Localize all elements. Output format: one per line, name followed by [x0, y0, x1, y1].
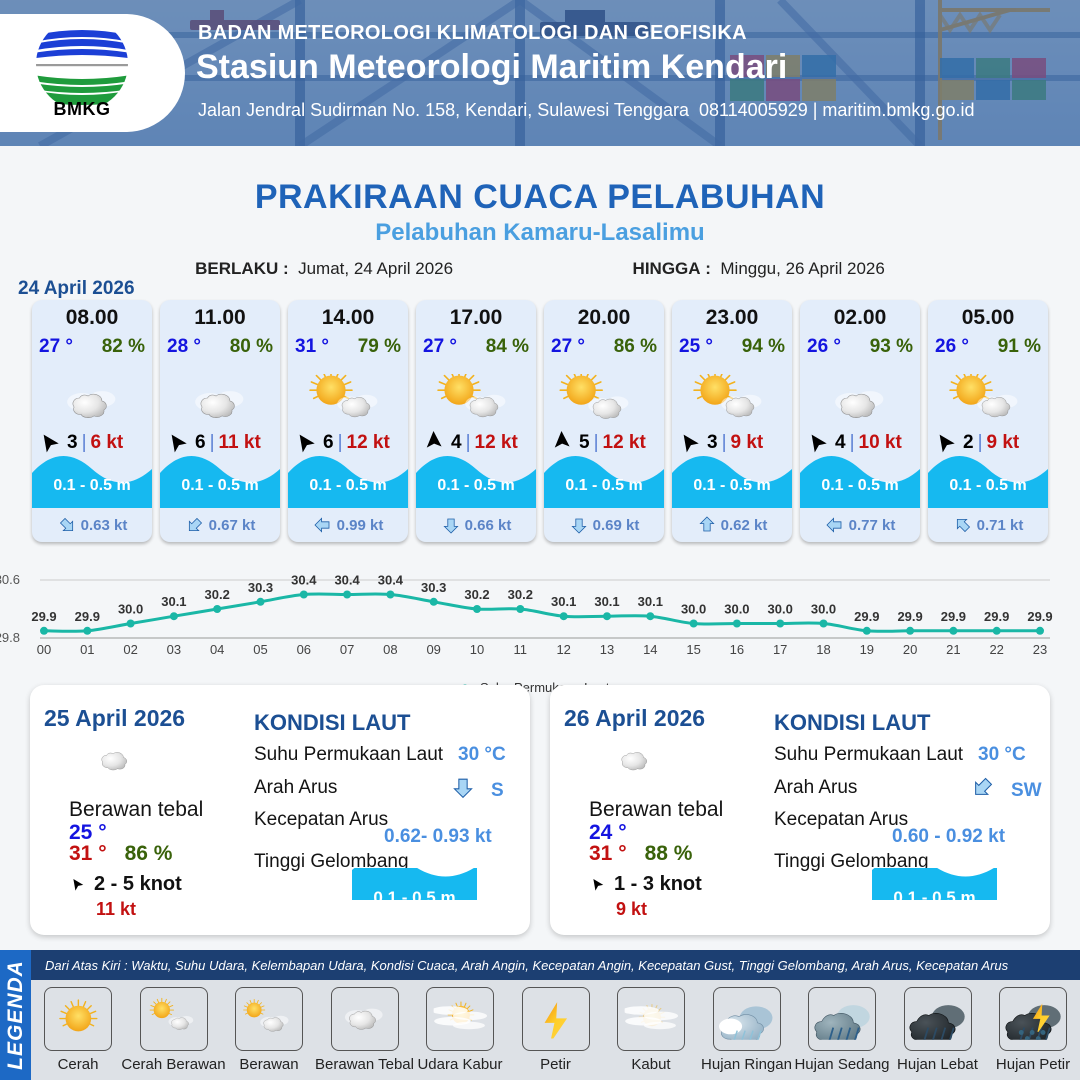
svg-text:08: 08	[383, 642, 397, 657]
svg-text:30.0: 30.0	[681, 602, 706, 617]
svg-text:16: 16	[730, 642, 744, 657]
svg-text:29.9: 29.9	[31, 609, 56, 624]
svg-text:29.9: 29.9	[75, 609, 100, 624]
svg-text:29.9: 29.9	[941, 609, 966, 624]
svg-text:22: 22	[989, 642, 1003, 657]
svg-text:04: 04	[210, 642, 224, 657]
svg-text:09: 09	[426, 642, 440, 657]
svg-text:07: 07	[340, 642, 354, 657]
svg-text:30.2: 30.2	[205, 587, 230, 602]
svg-text:BMKG: BMKG	[54, 99, 111, 118]
svg-text:14: 14	[643, 642, 657, 657]
svg-text:30.2: 30.2	[464, 587, 489, 602]
svg-text:30.2: 30.2	[508, 587, 533, 602]
svg-text:19: 19	[860, 642, 874, 657]
svg-text:30.1: 30.1	[551, 594, 576, 609]
svg-text:30.6: 30.6	[0, 572, 20, 587]
svg-text:30.0: 30.0	[768, 602, 793, 617]
svg-text:10: 10	[470, 642, 484, 657]
svg-text:30.4: 30.4	[291, 573, 317, 588]
svg-text:15: 15	[686, 642, 700, 657]
svg-text:18: 18	[816, 642, 830, 657]
svg-text:30.0: 30.0	[811, 602, 836, 617]
svg-text:30.1: 30.1	[638, 594, 663, 609]
svg-text:20: 20	[903, 642, 917, 657]
svg-text:29.8: 29.8	[0, 630, 20, 645]
svg-text:29.9: 29.9	[897, 609, 922, 624]
svg-text:00: 00	[37, 642, 51, 657]
svg-text:13: 13	[600, 642, 614, 657]
svg-text:30.1: 30.1	[161, 594, 186, 609]
svg-text:29.9: 29.9	[854, 609, 879, 624]
svg-text:06: 06	[297, 642, 311, 657]
svg-text:05: 05	[253, 642, 267, 657]
svg-text:30.0: 30.0	[724, 602, 749, 617]
svg-text:17: 17	[773, 642, 787, 657]
svg-text:30.3: 30.3	[248, 580, 273, 595]
svg-text:21: 21	[946, 642, 960, 657]
svg-text:30.4: 30.4	[334, 573, 360, 588]
svg-text:12: 12	[556, 642, 570, 657]
svg-text:29.9: 29.9	[984, 609, 1009, 624]
svg-text:23: 23	[1033, 642, 1047, 657]
svg-text:30.1: 30.1	[594, 594, 619, 609]
svg-text:30.3: 30.3	[421, 580, 446, 595]
svg-text:11: 11	[514, 642, 528, 657]
svg-text:02: 02	[123, 642, 137, 657]
svg-text:03: 03	[167, 642, 181, 657]
svg-text:01: 01	[80, 642, 94, 657]
svg-text:29.9: 29.9	[1027, 609, 1052, 624]
svg-text:30.4: 30.4	[378, 573, 404, 588]
svg-text:30.0: 30.0	[118, 602, 143, 617]
